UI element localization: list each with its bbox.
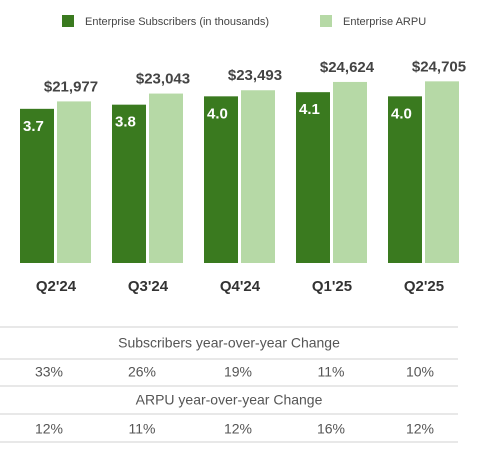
table-cell: 26% <box>128 364 156 380</box>
x-tick-label: Q4'24 <box>220 278 261 295</box>
bar <box>112 104 146 264</box>
bar <box>204 96 238 263</box>
legend-label: Enterprise Subscribers (in thousands) <box>85 16 269 28</box>
table-cell: 12% <box>35 421 63 437</box>
value-label: 4.1 <box>299 101 320 118</box>
value-label: $24,705 <box>412 58 466 75</box>
value-label: 4.0 <box>207 105 228 122</box>
x-tick-label: Q3'24 <box>128 278 169 295</box>
value-label: $23,043 <box>136 71 190 88</box>
value-label: 3.8 <box>115 114 136 131</box>
table-cell: 11% <box>318 364 345 380</box>
table-section-title: Subscribers year-over-year Change <box>118 335 340 351</box>
value-label: 4.0 <box>391 105 412 122</box>
bar <box>388 96 422 263</box>
table-cell: 33% <box>35 364 63 380</box>
legend-swatch <box>320 15 332 27</box>
table-cell: 11% <box>129 421 156 437</box>
value-label: $23,493 <box>228 67 282 84</box>
bar <box>425 81 459 264</box>
x-tick-label: Q2'24 <box>36 278 77 295</box>
value-label: $21,977 <box>44 78 98 95</box>
bar <box>20 108 54 263</box>
x-tick-label: Q1'25 <box>312 278 352 295</box>
table-cell: 12% <box>406 421 434 437</box>
bar <box>296 92 330 264</box>
value-label: $24,624 <box>320 59 375 76</box>
bar <box>333 81 367 263</box>
legend-swatch <box>62 15 74 27</box>
table-cell: 19% <box>224 364 252 380</box>
table-cell: 12% <box>224 421 252 437</box>
bar <box>149 93 183 263</box>
table-cell: 10% <box>406 364 434 380</box>
table-section-title: ARPU year-over-year Change <box>136 392 323 408</box>
legend-label: Enterprise ARPU <box>343 16 426 28</box>
x-tick-label: Q2'25 <box>404 278 444 295</box>
table-cell: 16% <box>317 421 345 437</box>
bar <box>57 101 91 263</box>
value-label: 3.7 <box>23 118 44 135</box>
bar <box>241 90 275 263</box>
